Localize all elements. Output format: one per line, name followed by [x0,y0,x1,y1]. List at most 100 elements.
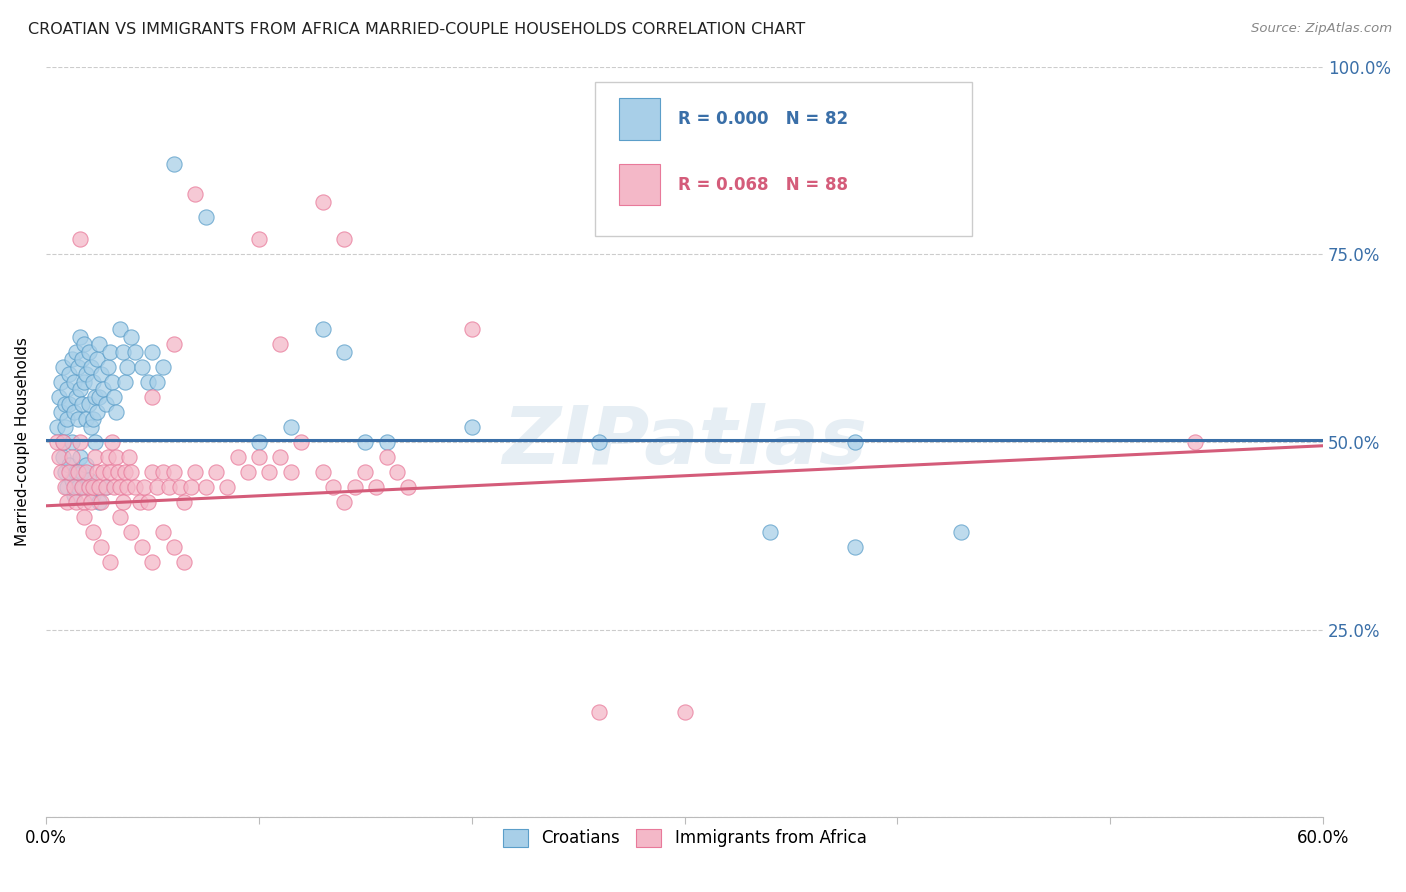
Point [52,434,75,449]
Point [110,510,132,524]
Point [82,480,104,494]
Point [98,344,121,359]
Point [269,450,291,464]
Point [114,465,136,479]
Point [90,540,112,554]
Point [375,450,398,464]
Point [269,337,291,351]
Point [259,465,281,479]
Point [124,344,146,359]
Point [84,450,107,464]
Point [77,344,100,359]
Y-axis label: Married-couple Households: Married-couple Households [15,337,30,547]
Point [115,480,138,494]
Point [70,465,93,479]
Point [94,480,117,494]
Point [53,420,76,434]
Point [118,450,141,464]
Point [69,383,91,397]
Point [141,465,163,479]
Point [136,375,159,389]
Point [131,540,153,554]
Point [79,359,101,374]
Point [152,524,174,539]
Point [141,390,163,404]
Bar [620,98,661,139]
Point [93,383,115,397]
Point [82,412,104,426]
Point [110,480,132,494]
Point [103,480,125,494]
Point [280,420,302,434]
Point [58,368,80,382]
Point [163,540,186,554]
Text: R = 0.000   N = 82: R = 0.000 N = 82 [678,110,848,128]
Point [312,322,335,336]
Point [49,465,72,479]
Point [75,458,97,472]
Point [226,450,249,464]
FancyBboxPatch shape [595,81,972,235]
Point [385,465,408,479]
Point [56,412,79,426]
Point [120,465,142,479]
Point [53,465,76,479]
Point [56,495,79,509]
Point [333,344,356,359]
Point [60,352,83,367]
Point [169,480,191,494]
Point [69,232,91,246]
Point [97,359,120,374]
Point [950,524,973,539]
Point [105,450,128,464]
Point [77,473,100,487]
Point [145,375,167,389]
Point [69,434,91,449]
Point [62,405,84,419]
Point [107,465,129,479]
Point [673,705,696,719]
Point [65,344,87,359]
Point [90,495,112,509]
Point [62,480,84,494]
Point [333,495,356,509]
Point [66,480,89,494]
Point [215,480,238,494]
Point [82,524,104,539]
Point [73,480,96,494]
Point [48,390,70,404]
Point [45,434,67,449]
Point [75,368,97,382]
Point [60,450,83,464]
Point [375,434,398,449]
Point [173,495,195,509]
Point [45,420,67,434]
Point [73,495,96,509]
Point [114,375,136,389]
Point [73,375,96,389]
Point [79,495,101,509]
Point [194,210,217,224]
Point [70,480,93,494]
Point [98,465,121,479]
Point [98,555,121,569]
Point [238,465,260,479]
Point [70,397,93,411]
Point [66,465,89,479]
Point [120,524,142,539]
Point [62,487,84,501]
Point [163,157,186,171]
Point [247,450,270,464]
Point [120,330,142,344]
Point [86,405,108,419]
Point [280,465,302,479]
Point [194,480,217,494]
Point [159,480,181,494]
Point [53,480,76,494]
Point [163,337,186,351]
Point [103,390,125,404]
Point [73,510,96,524]
Point [94,397,117,411]
Point [105,405,128,419]
Point [89,390,111,404]
